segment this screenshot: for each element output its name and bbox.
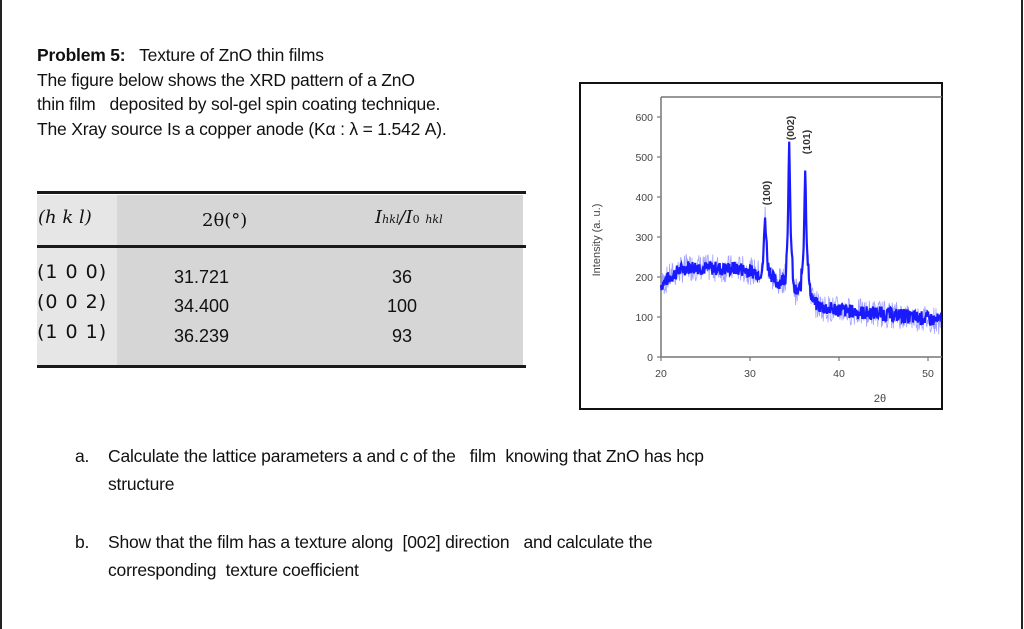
question-a-line2: structure — [108, 474, 175, 494]
x-tick-label: 30 — [744, 368, 756, 380]
header-i0-sub: 0 — [412, 213, 420, 226]
table-first-column-background — [37, 195, 117, 365]
question-a: a. Calculate the lattice parameters a an… — [75, 442, 975, 502]
row-two-theta: 31.721 — [174, 267, 230, 287]
y-tick-label: 200 — [635, 272, 653, 284]
peak-label: (100) — [761, 181, 773, 206]
question-a-label: a. — [75, 446, 90, 466]
header-i0-hkl: hkl — [425, 213, 443, 226]
y-axis-label: Intensity (a. u.) — [591, 204, 603, 277]
x-tick-label: 40 — [833, 368, 845, 380]
problem-heading: Problem 5: Texture of ZnO thin films — [37, 43, 577, 68]
table-header-rule — [37, 245, 526, 248]
row-hkl: (0 0 2) — [37, 291, 108, 313]
row-intensity: 93 — [392, 326, 413, 346]
row-intensity: 36 — [392, 267, 413, 287]
question-b-line2: corresponding texture coefficient — [108, 560, 359, 580]
peak-label: (101) — [801, 130, 813, 155]
header-hkl-text: (h k l) — [38, 207, 92, 228]
y-tick-label: 500 — [635, 152, 653, 164]
x-tick-label: 20 — [655, 368, 667, 380]
y-tick-label: 600 — [635, 112, 653, 124]
problem-intro: Problem 5: Texture of ZnO thin films The… — [37, 43, 577, 141]
row-two-theta: 34.400 — [174, 296, 230, 316]
x-tick-label: 50 — [922, 368, 934, 380]
header-relative-intensity: Ihkl/I0 hkl — [375, 207, 443, 228]
table-background — [37, 195, 523, 365]
y-tick-label: 400 — [635, 192, 653, 204]
xrd-trace-noise — [660, 153, 942, 335]
question-b-line1: Show that the film has a texture along [… — [108, 532, 653, 552]
row-intensity: 100 — [387, 296, 418, 316]
peak-label: (002) — [785, 116, 797, 141]
header-i-sub: hkl — [382, 213, 400, 226]
problem-line: The Xray source Is a copper anode (Kα : … — [37, 118, 447, 139]
row-two-theta: 36.239 — [174, 326, 230, 346]
table-top-rule — [37, 191, 526, 194]
question-b: b. Show that the film has a texture alon… — [75, 528, 975, 588]
xrd-peak-table: (h k l) 2θ(°) Ihkl/I0 hkl (1 0 0) 31.721… — [37, 191, 526, 369]
header-slash: / — [399, 207, 406, 228]
y-tick-label: 0 — [647, 352, 653, 364]
row-hkl: (1 0 1) — [37, 321, 108, 343]
xrd-trace — [659, 141, 942, 326]
header-two-theta: 2θ(°) — [202, 210, 247, 231]
question-a-line1: Calculate the lattice parameters a and c… — [108, 446, 704, 466]
y-tick-label: 300 — [635, 232, 653, 244]
problem-label: Problem 5: — [37, 45, 126, 65]
problem-title: Texture of ZnO thin films — [139, 45, 324, 65]
table-bottom-rule — [37, 365, 526, 368]
row-hkl: (1 0 0) — [37, 261, 108, 283]
header-two-theta-text: 2θ(°) — [202, 210, 248, 231]
page-border-left — [0, 0, 2, 629]
header-i0: I — [405, 207, 413, 228]
header-hkl: (h k l) — [38, 207, 92, 228]
problem-line: thin film deposited by sol-gel spin coat… — [37, 94, 441, 114]
problem-line: The figure below shows the XRD pattern o… — [37, 69, 415, 90]
question-b-label: b. — [75, 532, 90, 552]
xrd-chart-frame — [579, 82, 943, 410]
page-border-right — [1021, 0, 1023, 629]
x-axis-label: 2θ — [874, 393, 886, 405]
header-i: I — [375, 207, 383, 228]
y-tick-label: 100 — [635, 312, 653, 324]
